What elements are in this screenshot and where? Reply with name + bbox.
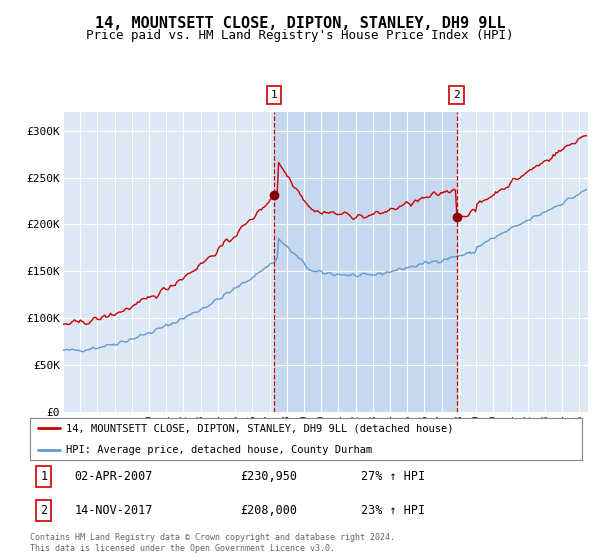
- Text: 14-NOV-2017: 14-NOV-2017: [74, 504, 152, 517]
- Text: 23% ↑ HPI: 23% ↑ HPI: [361, 504, 425, 517]
- Text: 2: 2: [40, 504, 47, 517]
- Text: 1: 1: [40, 470, 47, 483]
- Text: HPI: Average price, detached house, County Durham: HPI: Average price, detached house, Coun…: [66, 445, 372, 455]
- Text: £230,950: £230,950: [240, 470, 297, 483]
- Text: 02-APR-2007: 02-APR-2007: [74, 470, 152, 483]
- Bar: [274, 112, 457, 412]
- Text: £208,000: £208,000: [240, 504, 297, 517]
- Text: Price paid vs. HM Land Registry's House Price Index (HPI): Price paid vs. HM Land Registry's House …: [86, 29, 514, 42]
- Text: Contains HM Land Registry data © Crown copyright and database right 2024.
This d: Contains HM Land Registry data © Crown c…: [30, 533, 395, 553]
- Text: 14, MOUNTSETT CLOSE, DIPTON, STANLEY, DH9 9LL (detached house): 14, MOUNTSETT CLOSE, DIPTON, STANLEY, DH…: [66, 423, 454, 433]
- Text: 1: 1: [271, 90, 277, 100]
- Text: 14, MOUNTSETT CLOSE, DIPTON, STANLEY, DH9 9LL: 14, MOUNTSETT CLOSE, DIPTON, STANLEY, DH…: [95, 16, 505, 31]
- Text: 27% ↑ HPI: 27% ↑ HPI: [361, 470, 425, 483]
- Text: 2: 2: [453, 90, 460, 100]
